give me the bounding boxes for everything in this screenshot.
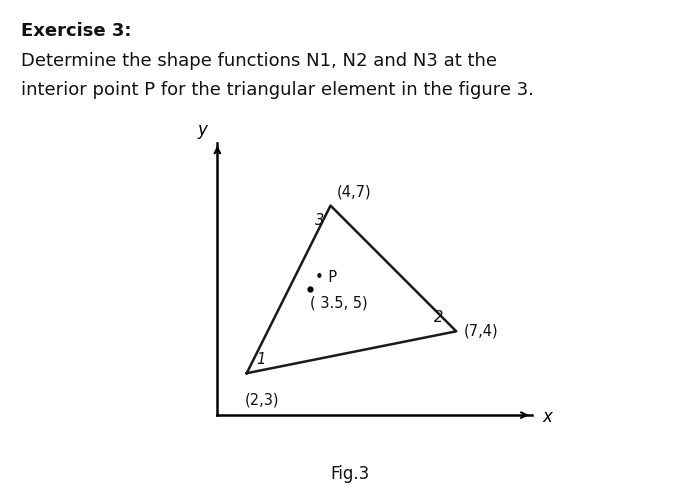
Text: y: y	[198, 120, 208, 139]
Text: (4,7): (4,7)	[337, 184, 372, 199]
Text: 3: 3	[315, 213, 324, 228]
Text: Determine the shape functions N1, N2 and N3 at the: Determine the shape functions N1, N2 and…	[21, 52, 497, 70]
Text: Fig.3: Fig.3	[330, 465, 370, 483]
Text: 1: 1	[256, 352, 265, 367]
Text: • P: • P	[314, 270, 337, 285]
Text: x: x	[542, 408, 552, 426]
Text: (7,4): (7,4)	[464, 324, 498, 339]
Text: Exercise 3:: Exercise 3:	[21, 22, 132, 40]
Text: interior point P for the triangular element in the figure 3.: interior point P for the triangular elem…	[21, 81, 534, 100]
Text: (2,3): (2,3)	[244, 392, 279, 407]
Text: 2: 2	[435, 310, 444, 325]
Text: ( 3.5, 5): ( 3.5, 5)	[309, 296, 368, 311]
